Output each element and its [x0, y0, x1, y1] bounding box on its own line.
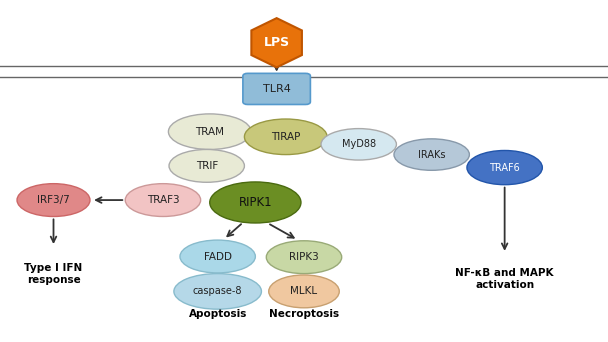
Ellipse shape	[266, 241, 342, 274]
Text: Type I IFN
response: Type I IFN response	[24, 263, 83, 285]
Text: MyD88: MyD88	[342, 139, 376, 149]
Polygon shape	[251, 18, 302, 67]
Ellipse shape	[168, 114, 251, 149]
Text: TRAM: TRAM	[195, 127, 224, 137]
Text: MLKL: MLKL	[291, 286, 317, 297]
FancyBboxPatch shape	[243, 74, 310, 105]
Text: IRAKs: IRAKs	[418, 149, 446, 160]
Text: IRF3/7: IRF3/7	[37, 195, 70, 205]
Text: TRAF3: TRAF3	[147, 195, 179, 205]
Text: LPS: LPS	[264, 36, 289, 49]
Ellipse shape	[244, 119, 327, 155]
Text: FADD: FADD	[204, 251, 232, 262]
Ellipse shape	[174, 274, 261, 309]
Ellipse shape	[321, 129, 396, 160]
Text: Apoptosis: Apoptosis	[188, 309, 247, 319]
Text: TRAF6: TRAF6	[489, 162, 520, 173]
Ellipse shape	[467, 150, 542, 185]
Ellipse shape	[269, 275, 339, 308]
Ellipse shape	[210, 182, 301, 223]
Ellipse shape	[180, 240, 255, 273]
Text: NF-κB and MAPK
activation: NF-κB and MAPK activation	[455, 268, 554, 290]
Ellipse shape	[125, 184, 201, 216]
Text: caspase-8: caspase-8	[193, 286, 243, 297]
Text: TIRAP: TIRAP	[271, 132, 300, 142]
Text: RIPK1: RIPK1	[238, 196, 272, 209]
Ellipse shape	[394, 139, 469, 170]
Ellipse shape	[169, 149, 244, 182]
Text: RIPK3: RIPK3	[289, 252, 319, 262]
Text: TRIF: TRIF	[196, 161, 218, 171]
Text: Necroptosis: Necroptosis	[269, 309, 339, 319]
Ellipse shape	[17, 184, 90, 216]
Text: TLR4: TLR4	[263, 84, 291, 94]
